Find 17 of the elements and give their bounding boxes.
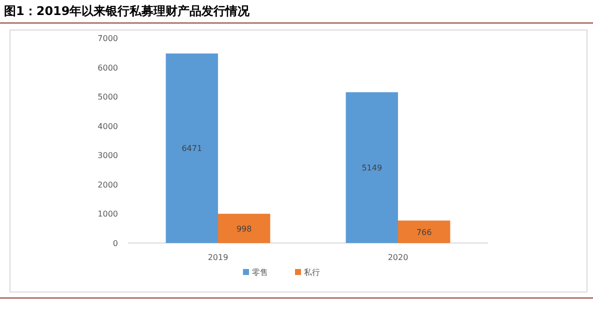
title: 图1：2019年以来银行私募理财产品发行情况 [4, 4, 250, 18]
x-tick-label: 2019 [208, 253, 228, 262]
y-tick-label: 6000 [98, 63, 118, 72]
data-label: 998 [236, 224, 252, 234]
legend-label: 私行 [304, 268, 320, 277]
y-tick-label: 4000 [98, 122, 118, 131]
y-tick-label: 5000 [98, 92, 118, 102]
legend-label: 零售 [252, 268, 268, 277]
y-tick-label: 7000 [98, 34, 118, 43]
y-tick-label: 2000 [98, 180, 118, 190]
y-tick-label: 1000 [98, 210, 118, 219]
x-tick-label: 2020 [388, 253, 408, 262]
y-tick-label: 0 [112, 239, 118, 248]
data-label: 5149 [362, 164, 382, 173]
y-tick-label: 3000 [98, 151, 118, 160]
data-label: 6471 [182, 144, 202, 154]
data-label: 766 [416, 228, 432, 237]
